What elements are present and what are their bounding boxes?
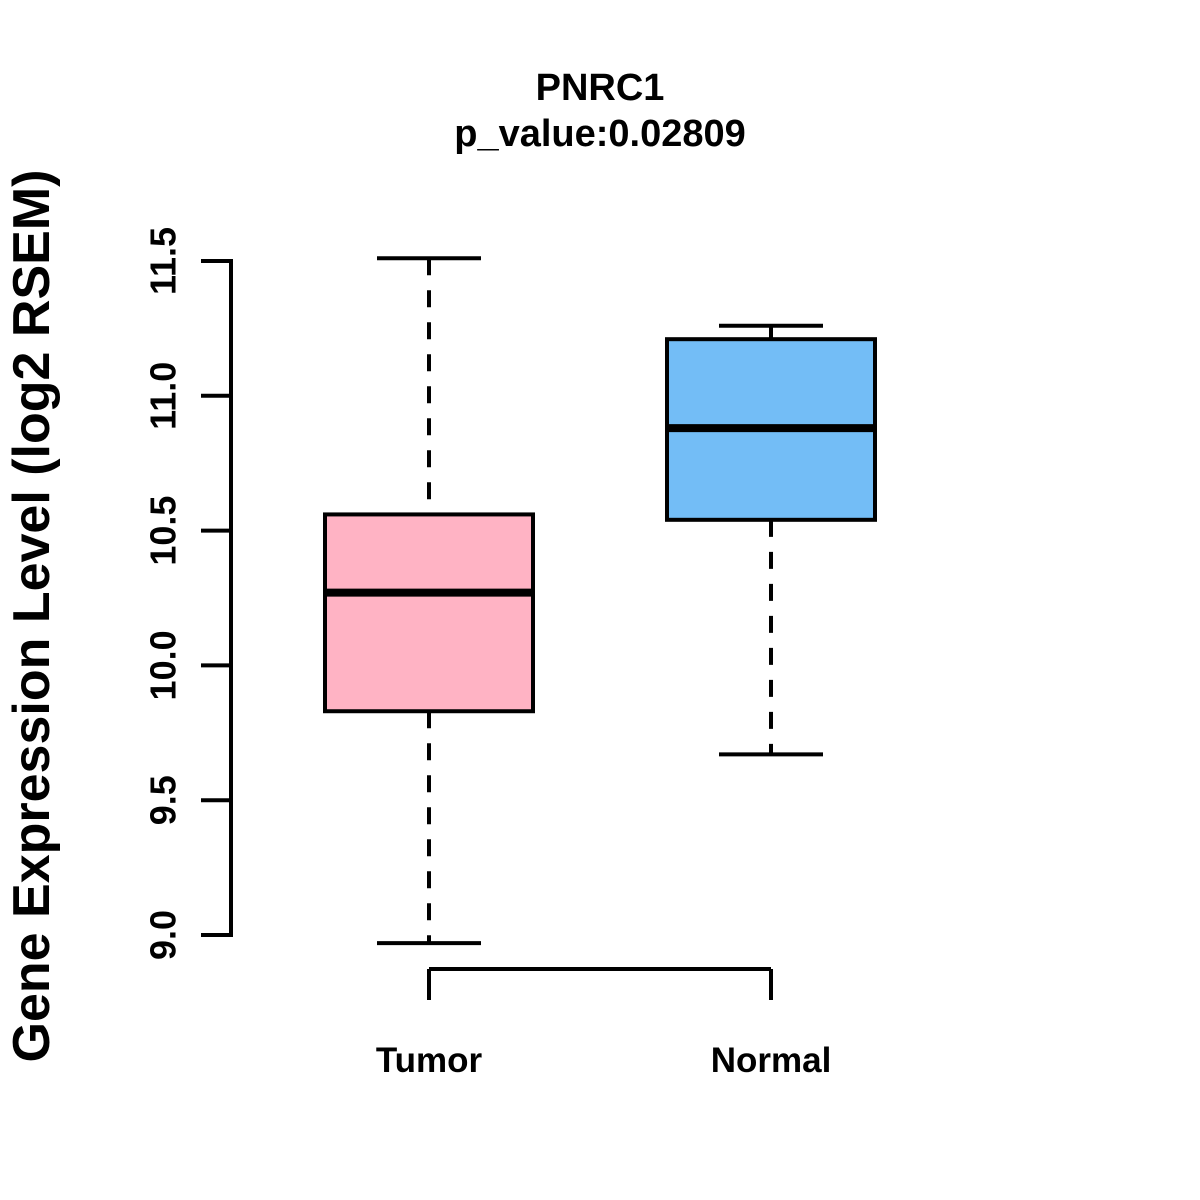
y-tick-label: 11.5 xyxy=(143,227,184,295)
y-tick-label: 11.0 xyxy=(143,362,184,430)
y-tick-label: 10.5 xyxy=(143,496,184,566)
iqr-box-tumor xyxy=(323,512,535,714)
y-axis-label: Gene Expression Level (log2 RSEM) xyxy=(3,169,61,1063)
y-tick-label: 10.0 xyxy=(143,630,184,700)
chart-title: PNRC1 xyxy=(535,67,665,109)
chart-pvalue-subtitle: p_value:0.02809 xyxy=(454,113,746,155)
y-tick-label: 9.0 xyxy=(143,910,184,960)
x-category-label: Normal xyxy=(711,1041,832,1080)
y-tick-label: 9.5 xyxy=(143,775,184,825)
x-category-label: Tumor xyxy=(376,1041,483,1080)
